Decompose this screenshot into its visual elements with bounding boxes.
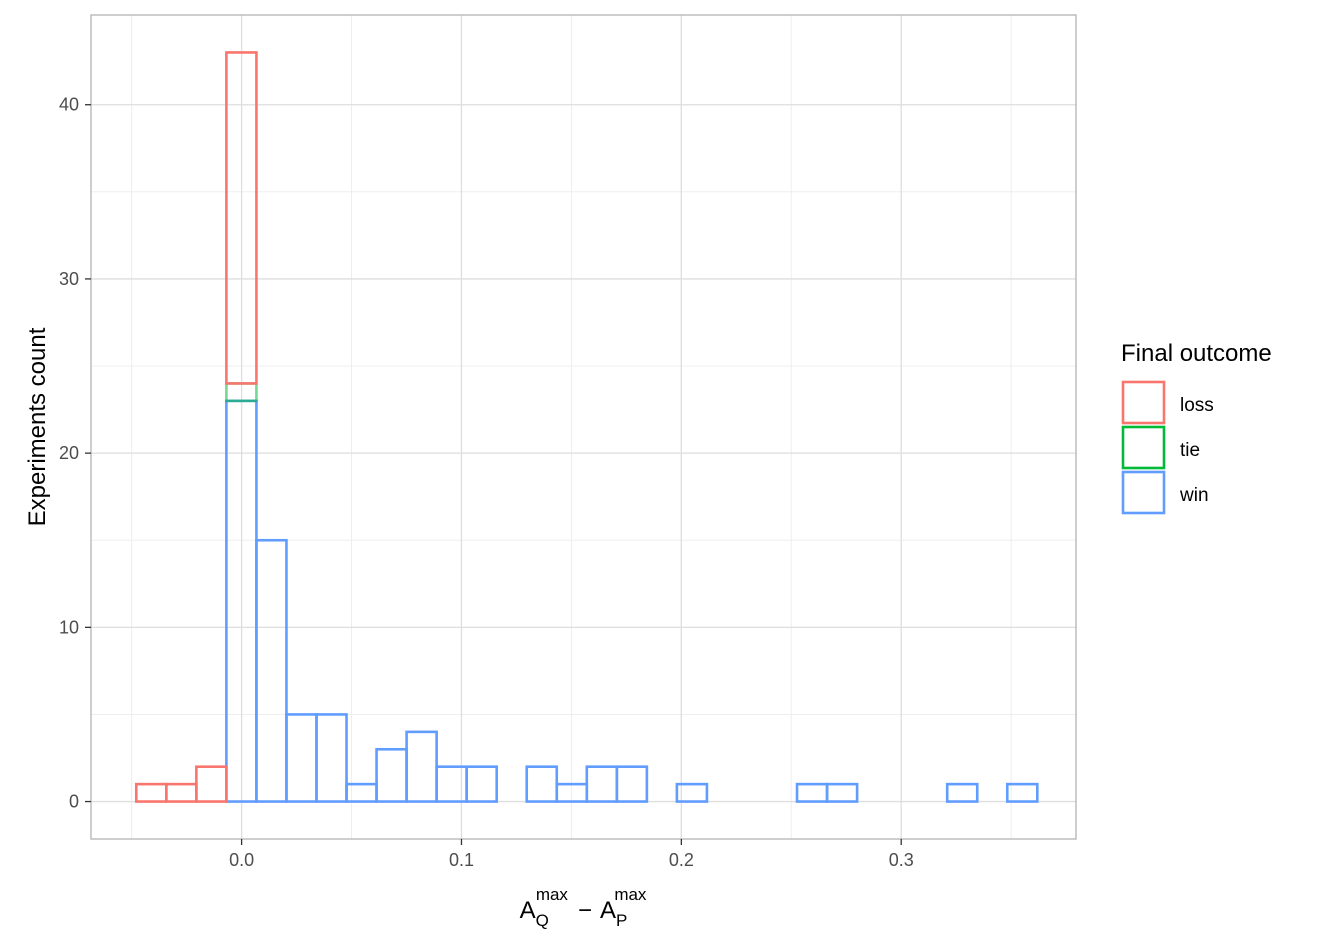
x-title-base1: A [520,897,536,924]
x-title-sup1: max [536,885,569,904]
legend: Final outcome loss tie win [1121,340,1272,515]
x-title-sub2: P [616,911,627,930]
x-tick-label: 0.3 [889,850,914,870]
legend-title: Final outcome [1121,340,1272,367]
bar-win-23 [825,782,859,803]
bar-win-16 [615,765,649,803]
x-title-base2: A [600,897,616,924]
x-axis-title: AQmax− APmax [520,885,647,930]
legend-items: loss tie win [1121,380,1214,515]
bar-loss-3 [225,51,258,385]
bar-loss-2 [195,765,228,803]
bar-win-29 [1005,782,1039,803]
y-axis-title: Experiments count [24,327,51,526]
x-title-operator: − [578,897,592,924]
y-tick-label: 0 [69,792,79,812]
histogram-bars [134,51,1039,803]
x-axis-ticks: 0.0 0.1 0.2 0.3 [229,839,914,870]
x-tick-label: 0.1 [449,850,474,870]
bar-win-18 [675,782,709,803]
plot-panel [91,15,1076,839]
legend-key-loss [1121,380,1166,425]
bar-win-11 [465,765,498,803]
bar-win-4 [255,538,288,803]
y-tick-label: 10 [59,617,79,637]
y-axis-ticks: 0 10 20 30 40 [59,95,91,812]
x-tick-label: 0.0 [229,850,254,870]
x-tick-label: 0.2 [669,850,694,870]
x-title-sub1: Q [536,911,549,930]
legend-label-win: win [1179,485,1209,506]
legend-key-tie [1121,425,1166,470]
legend-label-tie: tie [1180,440,1200,461]
bar-win-6 [315,713,348,803]
plot-border [90,14,1077,840]
y-tick-label: 20 [59,443,79,463]
legend-key-win [1121,470,1166,515]
bar-win-27 [945,782,979,803]
y-tick-label: 40 [59,95,79,115]
x-title-sup2: max [614,885,647,904]
legend-label-loss: loss [1180,395,1214,416]
y-tick-label: 30 [59,269,79,289]
